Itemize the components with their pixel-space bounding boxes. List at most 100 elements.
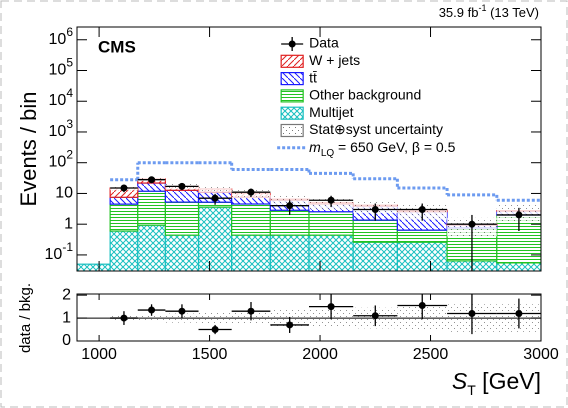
y-tick-label: 104 <box>49 86 74 109</box>
stack-bar <box>396 229 448 243</box>
uncertainty-band <box>270 195 309 205</box>
stack-bar <box>308 234 354 271</box>
data-point <box>286 321 294 329</box>
stack-bar <box>396 241 448 271</box>
signal-symbol: m <box>309 139 321 155</box>
legend-swatch <box>280 123 304 138</box>
ratio-y-tick-label: 2 <box>62 286 71 303</box>
stack-bar <box>109 196 139 205</box>
ratio-y-tick-label: 0 <box>62 332 71 349</box>
legend-label: Other background <box>309 87 421 103</box>
stack-bar <box>77 263 111 271</box>
y-tick-exponent: -1 <box>62 240 73 254</box>
y-tick-exponent: 3 <box>66 117 73 131</box>
data-point <box>211 194 219 202</box>
ratio-plot <box>77 294 541 335</box>
ratio-axis-title: data / bkg. <box>17 283 34 353</box>
data-point <box>327 196 335 204</box>
legend-swatch <box>280 106 304 120</box>
data-point <box>371 206 379 214</box>
lumi-exponent: -1 <box>478 3 486 13</box>
lumi-label: 35.9 fb-1 (13 TeV) <box>439 3 539 20</box>
y-tick-base: 10 <box>49 31 67 48</box>
data-point <box>371 312 379 320</box>
stack-bar <box>231 203 271 236</box>
ratio-y-tick-label: 1 <box>62 309 71 326</box>
x-tick-label: 2500 <box>413 346 449 363</box>
data-point <box>148 176 156 184</box>
stack-bar <box>231 196 271 205</box>
stack-bar <box>137 182 166 192</box>
y-tick-base: 10 <box>49 62 67 79</box>
y-tick-label: 106 <box>49 25 74 48</box>
legend-label: W + jets <box>309 52 360 68</box>
stack-bar <box>352 241 398 271</box>
legend-label: Data <box>309 35 339 51</box>
main-plot <box>77 161 541 271</box>
signal-subscript: LQ <box>321 148 335 159</box>
x-axis-unit: [GeV] <box>476 368 541 394</box>
y-tick-label: 10-1 <box>45 240 74 263</box>
legend-label: tt̄ <box>309 69 317 85</box>
stack-bar <box>269 234 310 271</box>
stack-bar <box>164 189 200 203</box>
x-axis-symbol: S <box>452 368 468 394</box>
y-tick-base: 10 <box>49 154 67 171</box>
y-tick-exponent: 2 <box>66 148 73 162</box>
stack-bar <box>197 206 233 271</box>
data-point <box>515 309 523 317</box>
lumi-energy: (13 TeV) <box>486 5 539 20</box>
stack-bar <box>109 203 139 232</box>
data-point <box>120 314 128 322</box>
stack-bar <box>231 234 271 271</box>
uncertainty-band <box>198 185 232 193</box>
stack-bar <box>352 219 398 243</box>
main-frame <box>76 26 542 272</box>
lumi-text: 35.9 fb <box>439 5 479 20</box>
data-point <box>468 220 476 228</box>
legend-swatch <box>280 71 304 86</box>
legend-label: Stat⊕syst uncertainty <box>309 121 443 137</box>
x-tick-label: 1000 <box>81 346 117 363</box>
data-point <box>148 306 156 314</box>
legend-label: mLQ = 650 GeV, β = 0.5 <box>309 139 455 159</box>
y-tick-base: 10 <box>49 123 67 140</box>
stack-bar <box>308 211 354 236</box>
y-tick-label: 10 <box>55 185 73 202</box>
y-tick-label: 105 <box>49 56 74 79</box>
legend-marker <box>288 40 296 48</box>
y-tick-exponent: 5 <box>66 56 73 70</box>
y-tick-label: 102 <box>49 148 74 171</box>
stack-bar <box>164 201 200 236</box>
legend-swatch <box>280 89 304 103</box>
y-tick-base: 10 <box>45 246 63 263</box>
data-point <box>327 303 335 311</box>
data-point <box>178 182 186 190</box>
x-axis-subscript: T <box>467 382 476 398</box>
data-point <box>120 184 128 192</box>
data-point <box>178 307 186 315</box>
data-point <box>247 188 255 196</box>
x-tick-label: 1500 <box>192 346 228 363</box>
y-tick-exponent: 6 <box>66 25 73 39</box>
data-point <box>418 301 426 309</box>
data-point <box>468 309 476 317</box>
stack-bar <box>164 234 200 271</box>
stack-bar <box>137 190 166 226</box>
y-tick-label: 103 <box>49 117 74 140</box>
x-axis-title: ST [GeV] <box>452 368 541 398</box>
data-point <box>286 202 294 210</box>
x-tick-label: 3000 <box>523 346 559 363</box>
data-point <box>211 326 219 334</box>
y-tick-exponent: 4 <box>66 86 73 100</box>
stack-bar <box>109 230 139 271</box>
y-axis-title: Events / bin <box>16 92 41 207</box>
ratio-frame <box>76 293 542 342</box>
legend-label: Multijet <box>309 104 353 120</box>
y-tick-label: 1 <box>64 215 73 232</box>
data-point <box>418 206 426 214</box>
stack-bar <box>137 224 166 271</box>
